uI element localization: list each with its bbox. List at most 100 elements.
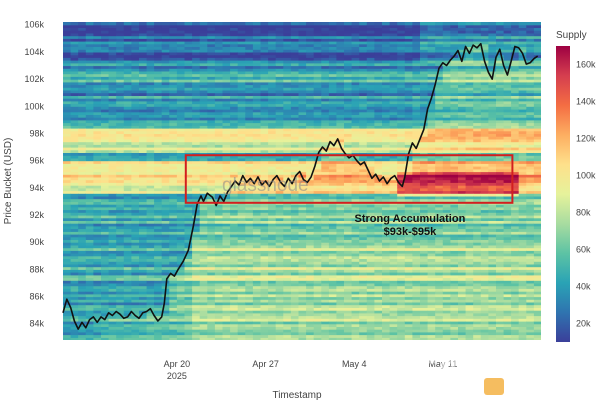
heatmap-cell bbox=[351, 323, 360, 327]
heatmap-cell bbox=[245, 312, 254, 317]
heatmap-cell bbox=[260, 209, 269, 213]
heatmap-cell bbox=[321, 190, 330, 194]
heatmap-cell bbox=[336, 253, 345, 257]
heatmap-cell bbox=[275, 133, 284, 137]
heatmap-cell bbox=[313, 228, 322, 232]
heatmap-cell bbox=[184, 304, 193, 308]
heatmap-cell bbox=[359, 182, 368, 186]
heatmap-cell bbox=[123, 122, 132, 126]
heatmap-cell bbox=[283, 206, 292, 211]
heatmap-cell bbox=[161, 73, 170, 77]
heatmap-cell bbox=[260, 187, 269, 192]
heatmap-cell bbox=[63, 223, 72, 227]
heatmap-cell bbox=[93, 35, 102, 39]
heatmap-cell bbox=[328, 307, 338, 311]
heatmap-cell bbox=[328, 212, 338, 216]
heatmap-cell bbox=[252, 84, 262, 88]
heatmap-cell bbox=[123, 269, 132, 273]
heatmap-cell bbox=[85, 30, 94, 34]
heatmap-cell bbox=[313, 103, 322, 107]
heatmap-cell bbox=[214, 57, 224, 61]
heatmap-cell bbox=[78, 24, 87, 28]
heatmap-cell bbox=[154, 236, 163, 240]
heatmap-cell bbox=[207, 310, 216, 314]
heatmap-cell bbox=[275, 32, 284, 37]
heatmap-cell bbox=[237, 163, 246, 167]
heatmap-cell bbox=[85, 103, 94, 107]
heatmap-cell bbox=[268, 46, 277, 50]
heatmap-cell bbox=[382, 138, 391, 143]
heatmap-cell bbox=[176, 149, 186, 153]
heatmap-cell bbox=[139, 51, 148, 56]
heatmap-cell bbox=[283, 70, 292, 75]
heatmap-cell bbox=[169, 282, 178, 287]
heatmap-cell bbox=[161, 250, 170, 254]
heatmap-cell bbox=[313, 160, 322, 164]
heatmap-cell bbox=[351, 174, 360, 178]
heatmap-cell bbox=[245, 296, 254, 300]
heatmap-cell bbox=[222, 323, 231, 327]
heatmap-cell bbox=[169, 255, 178, 259]
heatmap-cell bbox=[222, 285, 231, 289]
heatmap-cell bbox=[336, 242, 345, 246]
heatmap-cell bbox=[306, 109, 315, 113]
heatmap-cell bbox=[139, 318, 148, 322]
heatmap-cell bbox=[290, 187, 300, 192]
heatmap-cell bbox=[108, 217, 117, 221]
heatmap-cell bbox=[290, 38, 300, 42]
heatmap-cell bbox=[70, 206, 79, 211]
heatmap-cell bbox=[230, 315, 239, 319]
heatmap-cell bbox=[366, 296, 375, 300]
heatmap-cell bbox=[230, 182, 239, 186]
heatmap-cell bbox=[108, 258, 117, 262]
heatmap-cell bbox=[192, 141, 201, 145]
heatmap-cell bbox=[116, 176, 125, 181]
heatmap-cell bbox=[321, 160, 330, 164]
heatmap-cell bbox=[268, 288, 277, 292]
heatmap-cell bbox=[321, 157, 330, 162]
heatmap-cell bbox=[123, 92, 132, 96]
heatmap-cell bbox=[275, 215, 284, 219]
heatmap-cell bbox=[131, 84, 140, 88]
heatmap-cell bbox=[351, 176, 360, 181]
heatmap-cell bbox=[169, 106, 178, 110]
heatmap-cell bbox=[63, 236, 72, 240]
heatmap-cell bbox=[101, 321, 110, 325]
heatmap-cell bbox=[275, 24, 284, 28]
heatmap-cell bbox=[366, 255, 375, 259]
heatmap-cell bbox=[161, 79, 170, 83]
heatmap-cell bbox=[321, 57, 330, 61]
heatmap-cell bbox=[336, 288, 345, 292]
heatmap-cell bbox=[275, 244, 284, 249]
heatmap-cell bbox=[290, 103, 300, 107]
heatmap-cell bbox=[359, 239, 368, 243]
heatmap-cell bbox=[321, 269, 330, 273]
heatmap-cell bbox=[214, 46, 224, 50]
heatmap-cell bbox=[161, 263, 170, 268]
heatmap-cell bbox=[275, 103, 284, 107]
heatmap-cell bbox=[70, 307, 79, 311]
heatmap-cell bbox=[93, 206, 102, 211]
heatmap-cell bbox=[321, 212, 330, 216]
heatmap-cell bbox=[298, 239, 307, 243]
heatmap-cell bbox=[344, 103, 353, 107]
heatmap-cell bbox=[230, 258, 239, 262]
heatmap-cell bbox=[192, 239, 201, 243]
heatmap-cell bbox=[176, 144, 186, 148]
heatmap-cell bbox=[252, 152, 262, 156]
heatmap-cell bbox=[245, 27, 254, 31]
heatmap-cell bbox=[214, 299, 224, 303]
heatmap-cell bbox=[169, 79, 178, 83]
heatmap-cell bbox=[78, 60, 87, 64]
heatmap-cell bbox=[275, 141, 284, 145]
heatmap-cell bbox=[161, 247, 170, 251]
heatmap-cell bbox=[214, 334, 224, 338]
heatmap-cell bbox=[283, 296, 292, 300]
heatmap-cell bbox=[154, 282, 163, 287]
heatmap-cell bbox=[85, 291, 94, 295]
heatmap-cell bbox=[382, 171, 391, 175]
heatmap-cell bbox=[214, 212, 224, 216]
heatmap-cell bbox=[131, 201, 140, 205]
heatmap-cell bbox=[283, 111, 292, 115]
heatmap-cell bbox=[146, 138, 155, 143]
